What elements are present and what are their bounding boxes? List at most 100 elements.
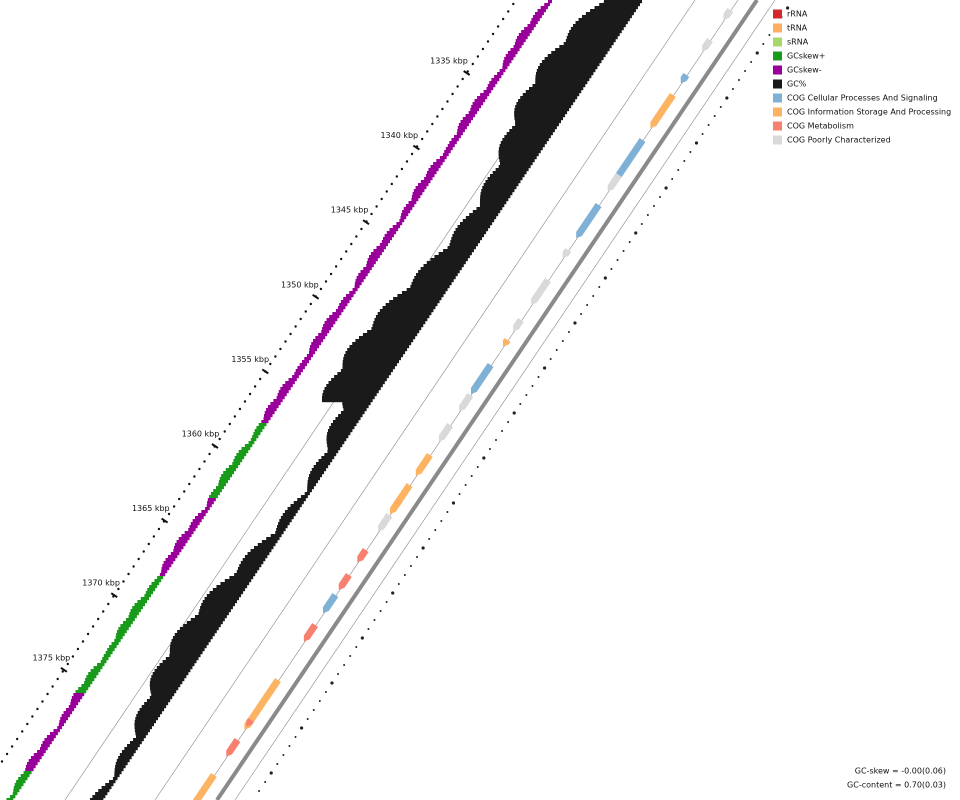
ruler-dot (243, 400, 247, 403)
ruler-dot (491, 32, 495, 36)
outer-tick (555, 349, 558, 351)
outer-tick (640, 223, 643, 225)
gc-skew (253, 432, 261, 436)
outer-tick (288, 745, 291, 747)
ruler-dot (420, 137, 424, 141)
gc-content (229, 576, 254, 580)
outer-tick (470, 475, 473, 477)
gc-skew (400, 216, 407, 220)
outer-tick (440, 520, 443, 522)
gc-skew (132, 606, 143, 610)
gc-content (509, 129, 555, 133)
gc-content (134, 720, 156, 724)
gc-skew (49, 732, 58, 736)
outer-tick (652, 205, 655, 207)
gc-skew (115, 636, 123, 640)
gc-content (326, 441, 345, 445)
gene (357, 548, 369, 563)
gc-skew (379, 243, 388, 247)
gc-skew (120, 624, 131, 628)
outer-tick (543, 366, 547, 370)
gc-content (146, 699, 171, 703)
ruler-dot (198, 467, 201, 471)
gc-skew (86, 675, 97, 679)
outer-tick (434, 529, 437, 531)
gc-content (340, 369, 393, 373)
gc-content (332, 420, 359, 424)
gc-skew (18, 777, 28, 781)
ruler-dot (91, 625, 95, 628)
gc-skew (402, 210, 411, 214)
ruler-dot (0, 760, 4, 763)
ruler-dot (31, 715, 34, 718)
scale-label: 1345 kbp (331, 206, 369, 215)
gc-content (504, 135, 551, 139)
outer-tick (525, 394, 528, 396)
ruler-dot (107, 602, 110, 606)
ruler-dot (188, 482, 191, 486)
gc-content (377, 312, 432, 316)
gc-skew (370, 252, 382, 256)
gc-content (293, 501, 304, 505)
ruler-dot (410, 152, 414, 156)
legend-swatch (773, 135, 782, 145)
outer-tick (567, 331, 570, 333)
gc-skew (201, 510, 208, 514)
ruler-dot (15, 737, 19, 741)
gc-skew (486, 87, 494, 91)
gene (303, 623, 319, 642)
gc-content (498, 165, 531, 169)
gc-skew (162, 564, 172, 568)
gc-skew (140, 597, 150, 601)
gc-content (280, 516, 294, 520)
gc-content (309, 474, 323, 478)
gc-content (98, 789, 110, 793)
gc-skew (366, 261, 376, 265)
gc-skew (425, 174, 435, 178)
gc-skew (176, 540, 188, 544)
outer-tick (610, 268, 613, 270)
gc-skew (384, 234, 395, 238)
gene-arrow (322, 593, 339, 614)
gene (246, 718, 254, 727)
ruler-dot (81, 640, 85, 643)
gc-content (134, 723, 154, 727)
gc-skew (88, 672, 99, 676)
gc-content (321, 456, 335, 460)
outer-tick (689, 151, 692, 153)
gc-skew (161, 570, 168, 574)
gc-skew (468, 111, 478, 115)
gc-skew (497, 72, 504, 76)
scale-label: 1365 kbp (132, 504, 170, 513)
gc-content (498, 150, 541, 154)
gc-skew (360, 270, 370, 274)
gc-content (194, 615, 227, 619)
gc-skew (37, 750, 46, 754)
gc-content (206, 594, 242, 598)
gc-content (201, 603, 235, 607)
outer-tick (264, 781, 267, 783)
gc-content (171, 639, 211, 643)
gc-skew (318, 333, 328, 337)
outer-tick (719, 106, 722, 108)
gc-content (479, 198, 509, 202)
gc-content (525, 90, 582, 94)
gc-content (326, 435, 349, 439)
gc-content (342, 405, 369, 409)
outer-tick (501, 430, 504, 432)
gc-content (492, 171, 527, 175)
ruler-dot (309, 302, 312, 306)
gc-content (139, 708, 165, 712)
gc-content (137, 711, 163, 715)
gc-content (204, 597, 240, 601)
gc-skew (392, 225, 401, 229)
gc-content (114, 774, 120, 778)
gc-skew (474, 99, 486, 103)
gc-content (307, 489, 312, 493)
gc-skew (352, 288, 358, 292)
gc-content (141, 705, 167, 709)
gc-skew (14, 783, 24, 787)
gc-content (172, 636, 213, 640)
gc-content (174, 633, 215, 637)
gc-content (349, 345, 410, 349)
